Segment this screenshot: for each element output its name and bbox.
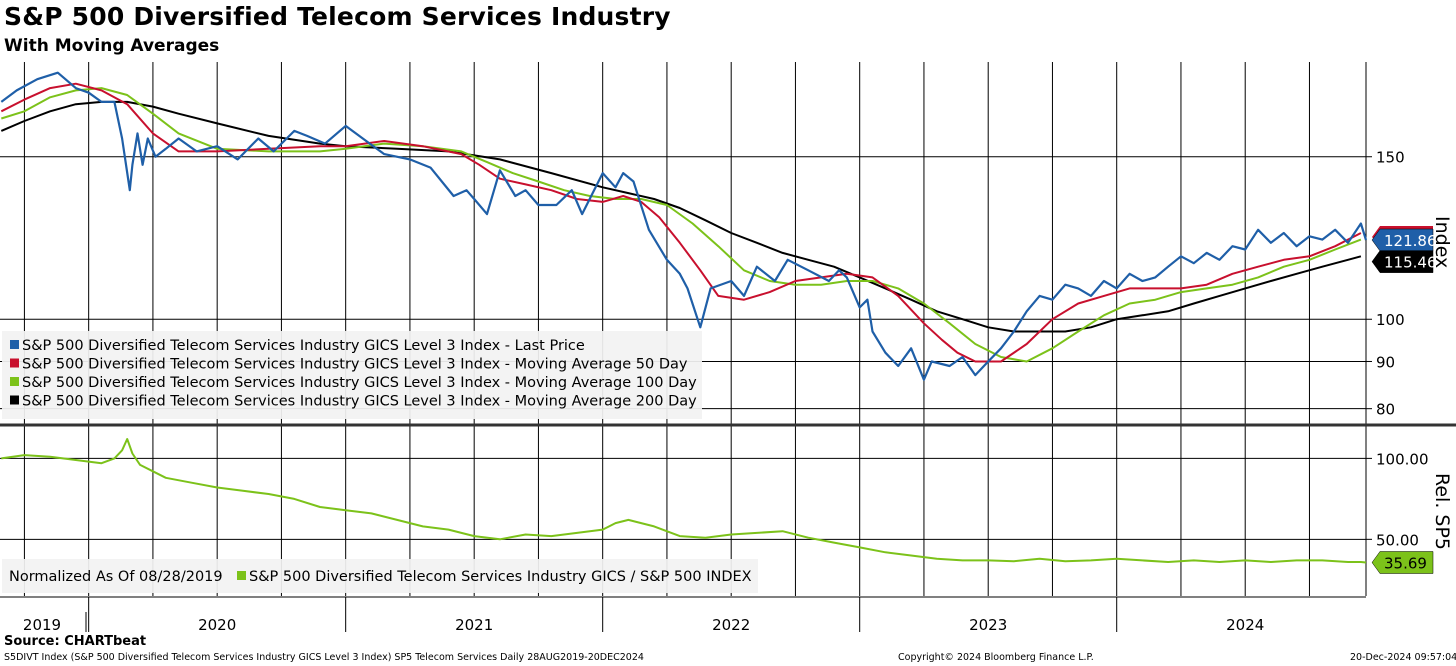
legend-lower: Normalized As Of 08/28/2019 S&P 500 Diver… <box>2 559 758 593</box>
legend-item-label: S&P 500 Diversified Telecom Services Ind… <box>22 375 697 391</box>
relative-value-tag: 35.69 <box>1371 551 1434 574</box>
legend-item-label: S&P 500 Diversified Telecom Services Ind… <box>249 569 752 585</box>
y-tick-label: 100 <box>1376 311 1405 329</box>
x-tick-label: 2023 <box>969 616 1007 634</box>
y-axis-title: Rel. SP5 <box>1431 473 1453 550</box>
ma200-value-tag: 115.46 <box>1371 250 1437 273</box>
x-axis: 2019 2020 2021 2022 2023 2024 <box>0 596 1366 634</box>
series-line-relative <box>1 438 1367 564</box>
last-price-value-tag-shape <box>1371 228 1434 252</box>
series-line-ma50 <box>0 82 1362 363</box>
legend-swatch <box>10 377 19 386</box>
legend-item-label: S&P 500 Diversified Telecom Services Ind… <box>22 338 585 354</box>
relative-value-tag-text: 35.69 <box>1384 555 1427 573</box>
legend-item-label: S&P 500 Diversified Telecom Services Ind… <box>22 357 688 373</box>
legend-background <box>2 559 758 593</box>
x-tick-label: 2019 <box>23 616 61 634</box>
x-tick-label: 2020 <box>198 616 236 634</box>
legend-swatch <box>10 395 19 405</box>
y-tick-label: 90 <box>1376 353 1395 371</box>
last-price-value-tag-text: 121.86 <box>1384 232 1437 250</box>
ma200-value-tag-shape <box>1371 250 1434 273</box>
chart-title: S&P 500 Diversified Telecom Services Ind… <box>4 2 671 31</box>
y-tick-label: 150 <box>1376 149 1405 167</box>
y-tick-label: 50.00 <box>1376 531 1419 549</box>
legend-upper: S&P 500 Diversified Telecom Services Ind… <box>2 331 702 419</box>
footer-timestamp: 20-Dec-2024 09:57:04 <box>1350 652 1456 663</box>
x-tick-label: 2022 <box>712 616 750 634</box>
ma200-value-tag-text: 115.46 <box>1384 254 1437 272</box>
series-line-ma200 <box>0 100 1362 333</box>
legend-background <box>2 331 702 419</box>
legend-swatch <box>10 358 19 368</box>
source-label: Source: CHARTbeat <box>4 634 147 649</box>
relative-value-tag-shape <box>1371 551 1434 574</box>
chart-subtitle: With Moving Averages <box>4 36 220 56</box>
x-tick-label: 2021 <box>455 616 493 634</box>
y-axis-title: Index <box>1431 216 1453 268</box>
x-tick-label: 2024 <box>1226 616 1264 634</box>
legend-item-label: S&P 500 Diversified Telecom Services Ind… <box>22 394 697 410</box>
legend-swatch <box>10 340 19 349</box>
last-price-value-tag: 121.86 <box>1371 228 1437 252</box>
y-tick-label: 80 <box>1376 401 1395 419</box>
normalized-label: Normalized As Of 08/28/2019 <box>9 569 223 585</box>
series-line-ma100 <box>1 87 1362 363</box>
legend-swatch <box>237 571 246 580</box>
y-tick-label: 100.00 <box>1376 450 1429 468</box>
grid-lines <box>0 62 1366 596</box>
footer-copyright: Copyright© 2024 Bloomberg Finance L.P. <box>898 652 1094 663</box>
series-line-last-price <box>0 71 1368 381</box>
footer-description: S5DIVT Index (S&P 500 Diversified Teleco… <box>4 652 644 663</box>
